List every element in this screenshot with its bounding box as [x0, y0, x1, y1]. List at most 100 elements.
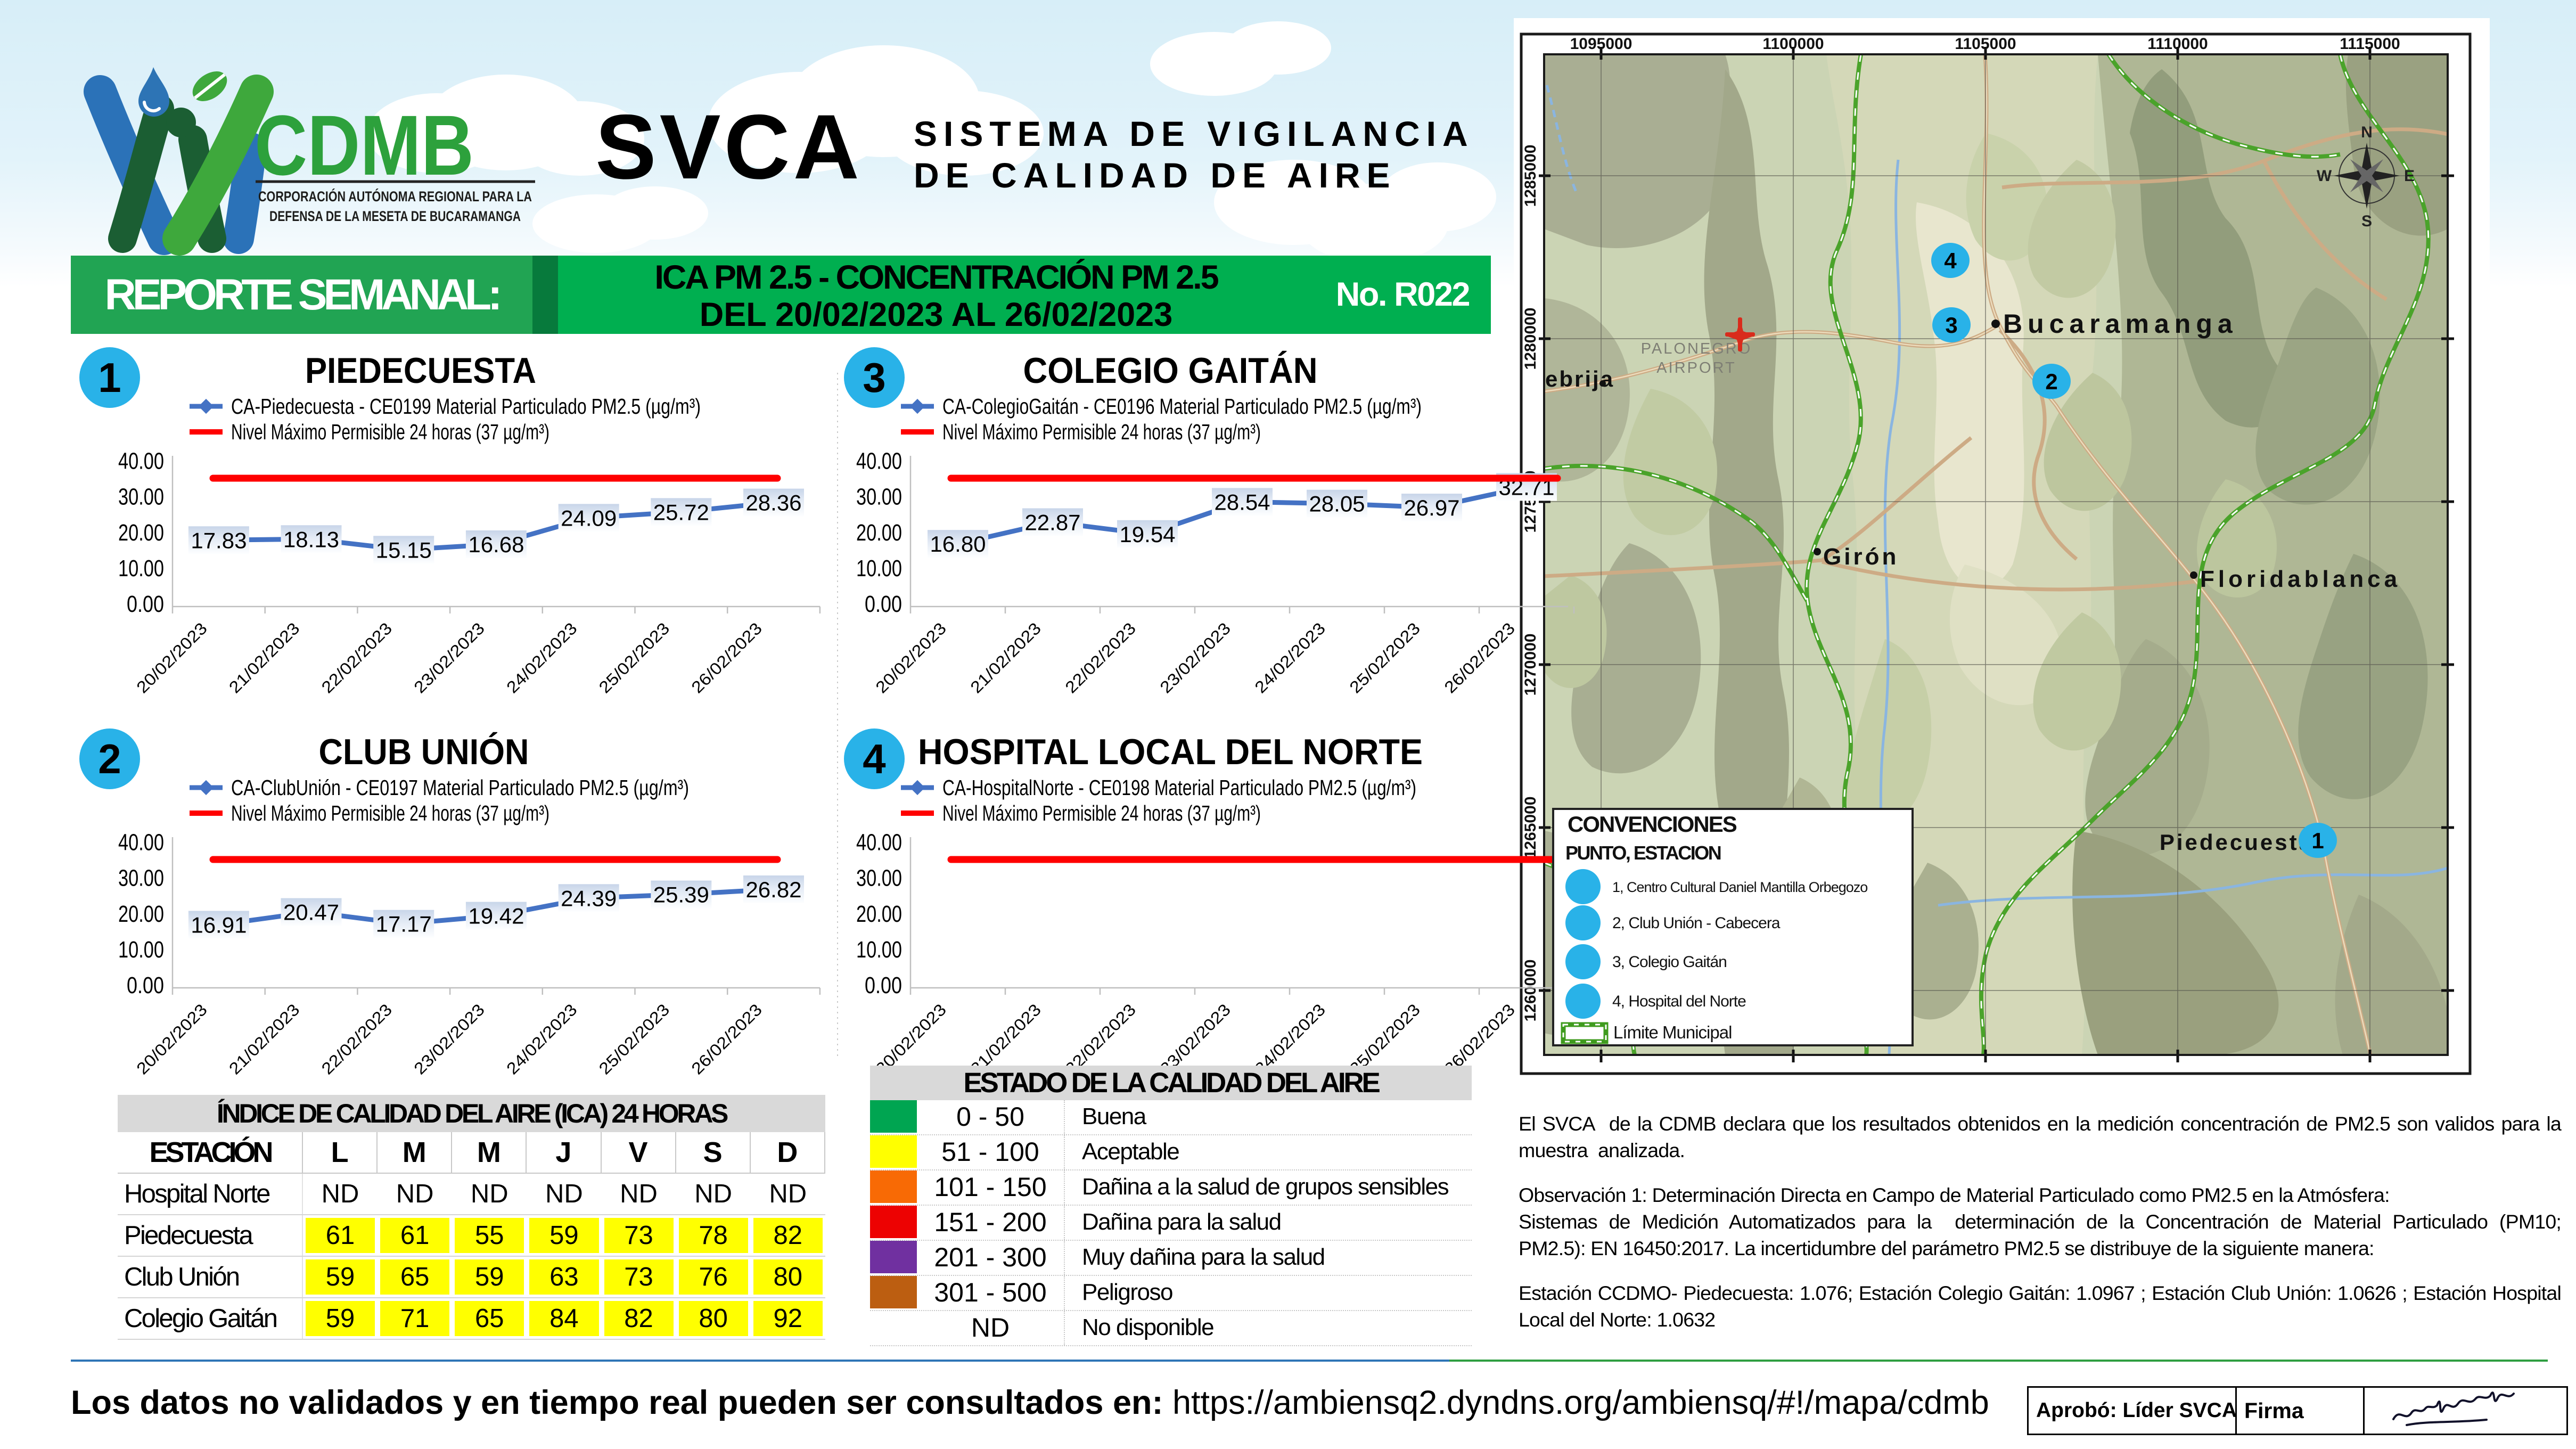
svg-text:10.00: 10.00 [856, 937, 902, 963]
svg-text:10.00: 10.00 [856, 555, 902, 582]
svg-text:24.09: 24.09 [561, 505, 617, 530]
svg-text:CLUB UNIÓN: CLUB UNIÓN [319, 732, 529, 772]
svg-text:28.05: 28.05 [1309, 492, 1365, 517]
svg-text:20.00: 20.00 [118, 520, 164, 546]
svg-text:23/02/2023: 23/02/2023 [410, 619, 488, 697]
svg-text:DEFENSA DE LA MESETA DE BUCARA: DEFENSA DE LA MESETA DE BUCARAMANGA [269, 208, 521, 224]
svg-text:N: N [2361, 124, 2373, 141]
svg-text:21/02/2023: 21/02/2023 [967, 619, 1045, 697]
svg-text:Piedecuesta: Piedecuesta [2160, 830, 2314, 855]
svg-text:1265000: 1265000 [1522, 797, 1539, 859]
svg-text:30.00: 30.00 [856, 484, 902, 510]
svg-text:30.00: 30.00 [118, 484, 164, 510]
svg-text:3: 3 [1945, 313, 1957, 338]
svg-text:28.36: 28.36 [745, 490, 801, 515]
svg-text:CA-Piedecuesta - CE0199 Mater: CA-Piedecuesta - CE0199 Material Particu… [231, 394, 701, 419]
svg-text:21/02/2023: 21/02/2023 [225, 1000, 303, 1078]
svg-text:PIEDECUESTA: PIEDECUESTA [305, 350, 536, 391]
svg-text:CONVENCIONES: CONVENCIONES [1568, 812, 1737, 837]
svg-text:16.91: 16.91 [191, 913, 247, 938]
svg-text:25/02/2023: 25/02/2023 [595, 1000, 673, 1078]
svg-text:CA-ClubUnión - CE0197 Material: CA-ClubUnión - CE0197 Material Particula… [231, 775, 689, 800]
svg-text:20.47: 20.47 [283, 900, 339, 925]
svg-text:16.80: 16.80 [930, 531, 986, 556]
svg-text:1260000: 1260000 [1522, 960, 1539, 1022]
svg-text:25/02/2023: 25/02/2023 [595, 619, 673, 697]
svg-text:ebrija: ebrija [1545, 366, 1614, 391]
svg-text:W: W [2317, 167, 2332, 185]
svg-text:24/02/2023: 24/02/2023 [503, 1000, 580, 1078]
svg-text:Bucaramanga: Bucaramanga [2003, 309, 2238, 339]
svg-text:16.68: 16.68 [468, 532, 524, 557]
svg-text:Límite Municipal: Límite Municipal [1613, 1022, 1732, 1042]
svg-text:0.00: 0.00 [127, 591, 164, 617]
svg-text:25/02/2023: 25/02/2023 [1346, 619, 1424, 697]
svg-text:22.87: 22.87 [1024, 510, 1080, 535]
svg-text:1280000: 1280000 [1522, 308, 1539, 370]
svg-text:HOSPITAL LOCAL DEL NORTE: HOSPITAL LOCAL DEL NORTE [918, 732, 1423, 772]
svg-text:1270000: 1270000 [1522, 634, 1539, 696]
svg-text:26/02/2023: 26/02/2023 [1441, 619, 1519, 697]
svg-text:22/02/2023: 22/02/2023 [1062, 619, 1139, 697]
svg-text:30.00: 30.00 [856, 865, 902, 891]
svg-text:PALONEGRO: PALONEGRO [1641, 340, 1752, 357]
svg-text:Nivel Máximo Permisible 24 hor: Nivel Máximo Permisible 24 horas (37 µg/… [231, 801, 549, 825]
svg-text:28.54: 28.54 [1214, 489, 1270, 514]
svg-text:2, Club Unión - Cabecera: 2, Club Unión - Cabecera [1612, 914, 1781, 932]
svg-text:1110000: 1110000 [2147, 35, 2208, 53]
svg-text:PUNTO, ESTACION: PUNTO, ESTACION [1565, 842, 1721, 864]
svg-text:23/02/2023: 23/02/2023 [410, 1000, 488, 1078]
svg-text:20/02/2023: 20/02/2023 [872, 619, 950, 697]
svg-text:18.13: 18.13 [283, 527, 339, 552]
svg-text:CORPORACIÓN AUTÓNOMA REGIONAL: CORPORACIÓN AUTÓNOMA REGIONAL PARA LA [258, 188, 532, 204]
svg-text:3, Colegio Gaitán: 3, Colegio Gaitán [1612, 953, 1727, 971]
svg-text:S: S [2361, 212, 2372, 230]
svg-text:CA-ColegioGaitán - CE0196 Mat: CA-ColegioGaitán - CE0196 Material Parti… [942, 394, 1422, 419]
svg-text:COLEGIO GAITÁN: COLEGIO GAITÁN [1023, 350, 1318, 391]
svg-text:20.00: 20.00 [856, 520, 902, 546]
svg-text:1285000: 1285000 [1522, 145, 1539, 207]
svg-text:0.00: 0.00 [865, 972, 902, 998]
svg-text:25.39: 25.39 [653, 882, 709, 907]
svg-text:17.17: 17.17 [376, 912, 432, 937]
svg-text:E: E [2404, 167, 2415, 185]
svg-text:22/02/2023: 22/02/2023 [318, 619, 396, 697]
svg-text:40.00: 40.00 [118, 448, 164, 474]
svg-text:Nivel Máximo Permisible 24 hor: Nivel Máximo Permisible 24 horas (37 µg/… [231, 420, 549, 444]
svg-text:21/02/2023: 21/02/2023 [225, 619, 303, 697]
svg-text:4: 4 [863, 735, 885, 782]
svg-text:10.00: 10.00 [118, 555, 164, 582]
svg-text:2: 2 [2045, 369, 2057, 394]
svg-text:19.42: 19.42 [468, 904, 524, 929]
svg-text:20.00: 20.00 [856, 901, 902, 927]
svg-text:Nivel Máximo Permisible 24 hor: Nivel Máximo Permisible 24 horas (37 µg/… [942, 801, 1261, 825]
svg-text:Floridablanca: Floridablanca [2200, 566, 2401, 592]
svg-text:40.00: 40.00 [856, 830, 902, 856]
svg-text:10.00: 10.00 [118, 937, 164, 963]
svg-text:30.00: 30.00 [118, 865, 164, 891]
svg-text:19.54: 19.54 [1119, 522, 1175, 547]
svg-text:22/02/2023: 22/02/2023 [318, 1000, 396, 1078]
svg-text:3: 3 [863, 354, 885, 401]
svg-text:0.00: 0.00 [127, 972, 164, 998]
svg-text:CA-HospitalNorte - CE0198 Mat: CA-HospitalNorte - CE0198 Material Parti… [942, 775, 1416, 800]
svg-text:0.00: 0.00 [865, 591, 902, 617]
svg-text:20/02/2023: 20/02/2023 [133, 619, 210, 697]
svg-text:Nivel Máximo Permisible 24 hor: Nivel Máximo Permisible 24 horas (37 µg/… [942, 420, 1261, 444]
svg-text:25.72: 25.72 [653, 500, 709, 525]
svg-text:24/02/2023: 24/02/2023 [503, 619, 580, 697]
svg-text:1, Centro Cultural Daniel Mant: 1, Centro Cultural Daniel Mantilla Orbeg… [1612, 879, 1867, 895]
svg-text:1105000: 1105000 [1955, 35, 2016, 53]
svg-text:15.15: 15.15 [376, 537, 432, 562]
svg-text:1: 1 [2311, 828, 2324, 853]
svg-text:CDMB: CDMB [255, 97, 474, 193]
svg-text:2: 2 [98, 735, 121, 782]
svg-text:20/02/2023: 20/02/2023 [133, 1000, 210, 1078]
svg-text:40.00: 40.00 [856, 448, 902, 474]
svg-text:1095000: 1095000 [1570, 35, 1632, 53]
svg-text:23/02/2023: 23/02/2023 [1156, 619, 1234, 697]
svg-text:1: 1 [98, 354, 121, 401]
svg-text:26.82: 26.82 [745, 877, 801, 902]
svg-text:20.00: 20.00 [118, 901, 164, 927]
svg-text:26.97: 26.97 [1404, 495, 1459, 520]
